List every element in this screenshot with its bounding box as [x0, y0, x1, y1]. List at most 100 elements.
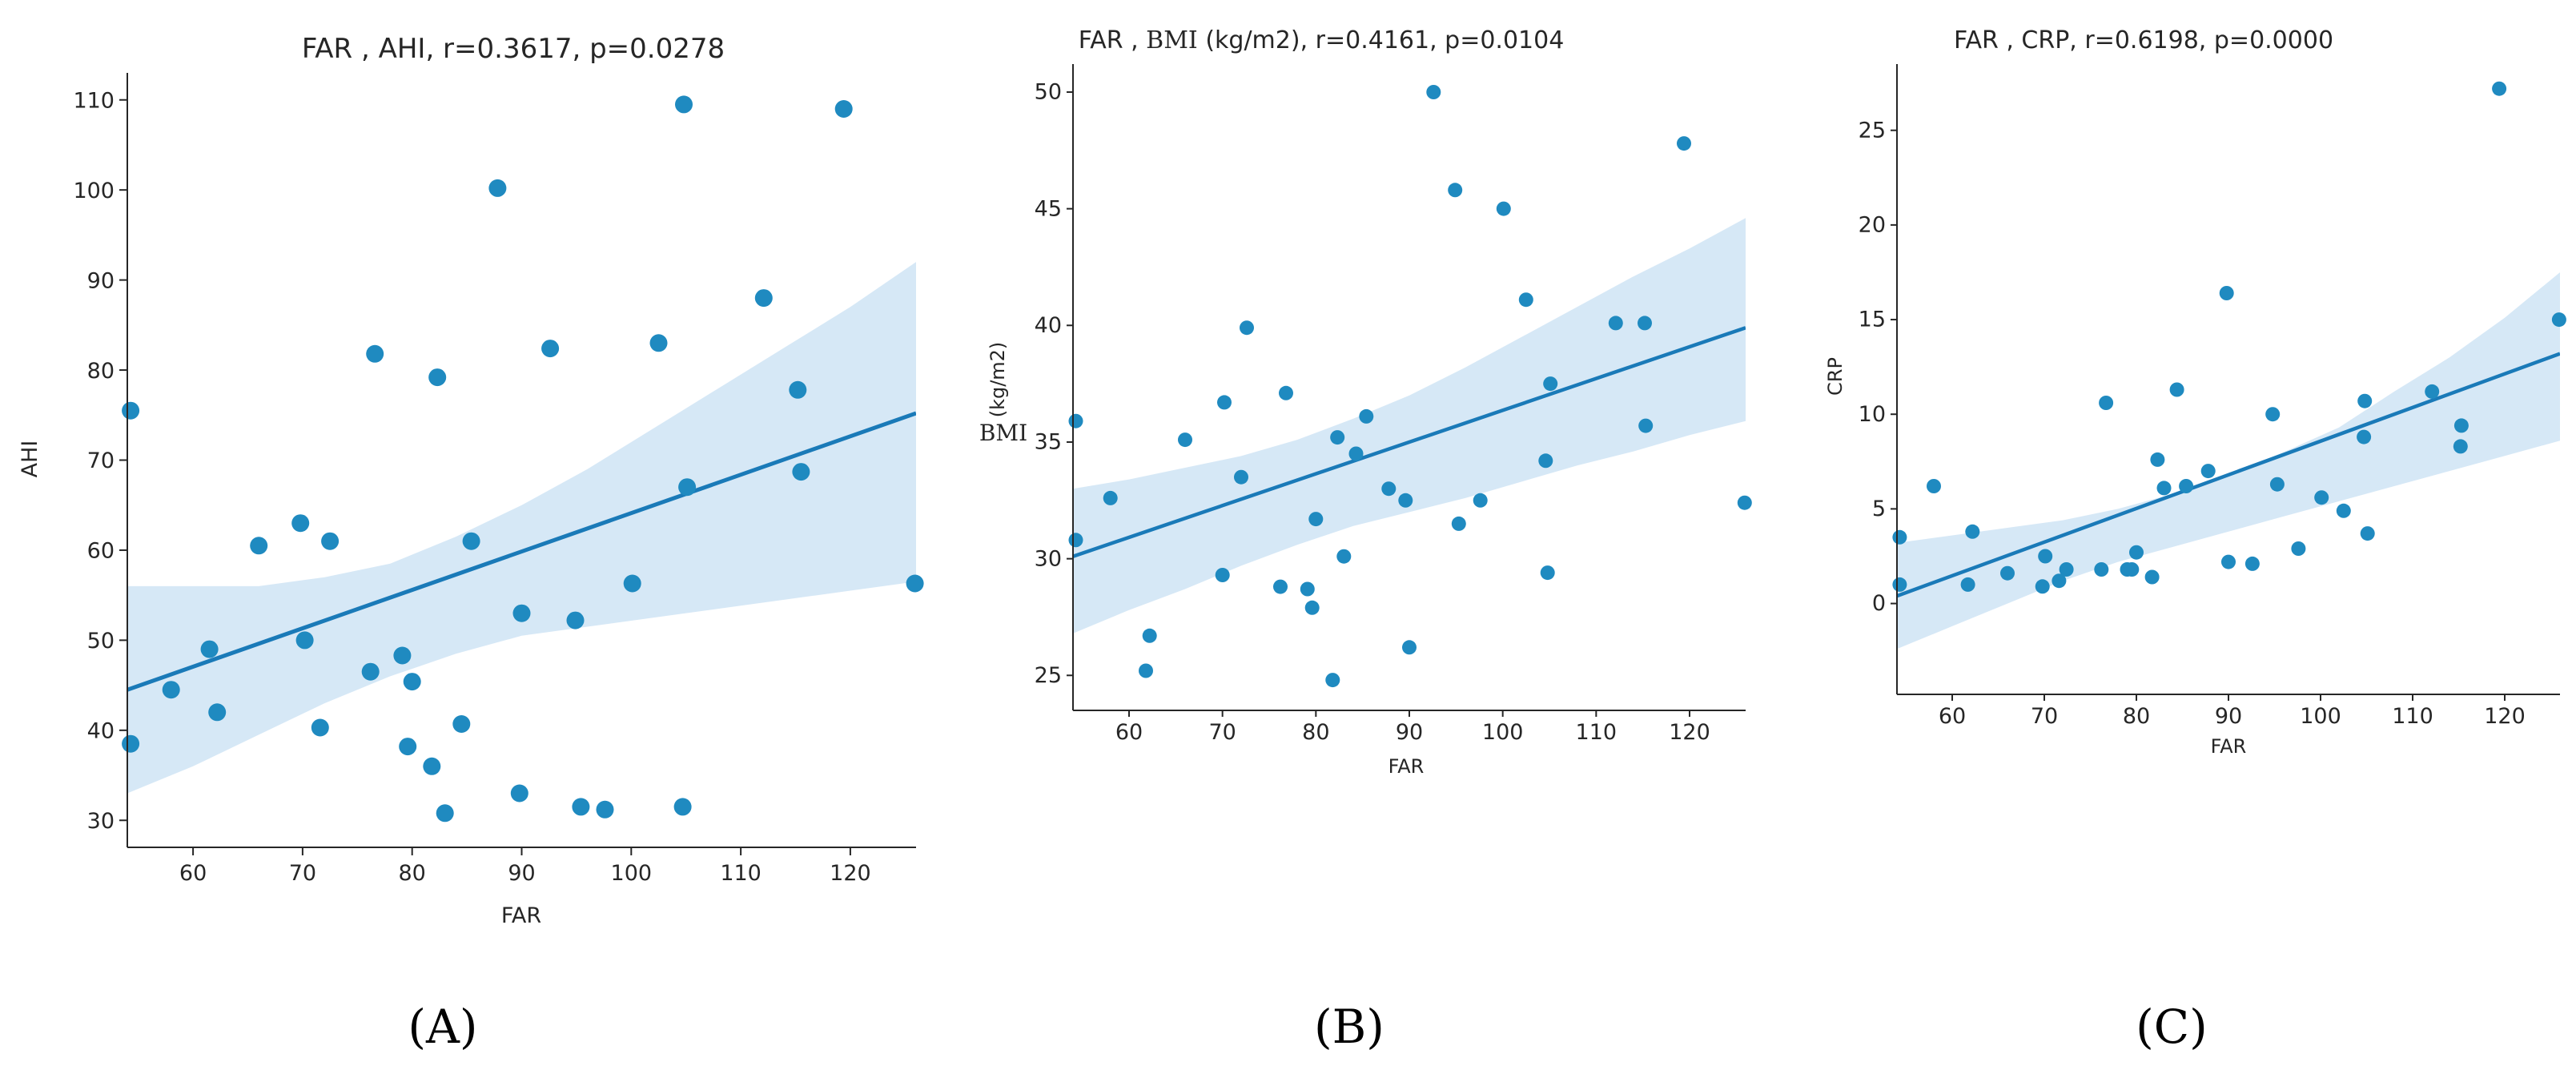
chart-b-point [1215, 568, 1230, 582]
chart-c-point [2244, 556, 2260, 571]
chart-b-x-axis-label: FAR [1388, 755, 1425, 778]
chart-a-y-tick-label: 60 [87, 539, 115, 564]
chart-b-x-tick-label: 70 [1208, 720, 1236, 745]
chart-c-point [2150, 452, 2165, 467]
chart-c-y-tick-label: 25 [1859, 118, 1886, 143]
chart-a-point [566, 611, 585, 630]
chart-b-point [1273, 579, 1288, 594]
chart-c-point [2453, 439, 2468, 454]
chart-b-y-axis-label-bmi: BMI [979, 420, 1027, 446]
chart-c-point [2000, 565, 2015, 581]
chart-c-point [2221, 554, 2236, 569]
chart-b-title: FAR , BMI (kg/m2), r=0.4161, p=0.0104 [1079, 26, 1565, 54]
chart-c-x-tick-label: 120 [2484, 704, 2526, 729]
chart-b-point [1496, 201, 1511, 216]
chart-c-point [2551, 312, 2566, 328]
chart-a-point [452, 715, 471, 733]
chart-c-point [2425, 384, 2440, 399]
chart-a-point [488, 179, 507, 197]
chart-c-x-tick-label: 80 [2123, 704, 2150, 729]
panel-b-chart: FAR , BMI (kg/m2), r=0.4161, p=0.0104 60… [979, 26, 1752, 1054]
chart-b-point [1426, 85, 1441, 99]
chart-c-regression-line [1897, 352, 2560, 598]
chart-b-x-tick-label: 80 [1302, 720, 1329, 745]
chart-c-point [2357, 429, 2372, 444]
chart-a-point [208, 703, 227, 722]
chart-c-x-tick-label: 100 [2300, 704, 2341, 729]
chart-c-point [2129, 545, 2144, 560]
chart-a-point [200, 640, 219, 658]
chart-b-x-tick-label: 120 [1669, 720, 1710, 745]
chart-a-point [250, 537, 268, 555]
chart-b-point [1540, 565, 1555, 581]
chart-a-y-tick-label: 80 [87, 359, 115, 384]
chart-c-confidence-band [1897, 272, 2560, 650]
chart-b-point [1234, 469, 1248, 485]
chart-a-point [675, 95, 693, 114]
chart-b-point [1240, 320, 1254, 336]
panel-a-chart: FAR , AHI, r=0.3617, p=0.0278 60 70 80 90 10… [18, 33, 924, 1054]
chart-b-y-tick-label: 40 [1035, 313, 1062, 338]
chart-c-y-tick-label: 10 [1859, 402, 1886, 427]
chart-b-point [1308, 512, 1324, 527]
chart-a-point [906, 574, 924, 593]
chart-a-x-tick-label: 60 [179, 861, 207, 886]
chart-b-y-tick-label: 45 [1035, 196, 1062, 221]
chart-a-point [678, 478, 697, 497]
chart-b-x-tick-label: 60 [1115, 720, 1143, 745]
chart-c-title: FAR , CRP, r=0.6198, p=0.0000 [1954, 26, 2333, 54]
chart-c-x-axis-label: FAR [2211, 735, 2247, 758]
chart-b-y-tick-label: 30 [1035, 546, 1062, 571]
chart-a-point [510, 784, 528, 802]
chart-a-x-tick-label: 100 [611, 861, 653, 886]
chart-a-point [541, 340, 560, 358]
chart-a-y-tick-label: 30 [87, 809, 115, 834]
chart-b-regression-line [1073, 326, 1746, 558]
chart-a-point [428, 368, 447, 387]
chart-a-point [366, 344, 384, 363]
chart-b-point [1543, 376, 1558, 392]
chart-c-point [2059, 562, 2074, 577]
chart-a-point [162, 681, 180, 699]
chart-c-plot-area: 60 70 80 90 100 110 120 0 5 10 15 20 25 [1859, 64, 2566, 729]
chart-c-y-tick-label: 5 [1872, 497, 1886, 521]
chart-b-point [1381, 481, 1397, 497]
chart-a-point [754, 289, 773, 308]
chart-c-x-tick-label: 110 [2392, 704, 2433, 729]
chart-a-point [789, 380, 807, 399]
chart-b-point [1330, 430, 1345, 445]
chart-c-point [2219, 286, 2234, 300]
chart-c-point [1927, 479, 1941, 493]
chart-c-y-tick-label: 0 [1872, 591, 1886, 616]
chart-a-y-tick-label: 50 [87, 629, 115, 654]
panel-c-label: (C) [2136, 1000, 2208, 1054]
chart-c-point [1965, 524, 1980, 539]
chart-c-point [2269, 477, 2285, 492]
chart-b-y-axis-label-unit: (kg/m2) [987, 342, 1009, 418]
chart-a-point [311, 718, 329, 737]
chart-a-point [295, 631, 314, 650]
chart-b-point [1737, 495, 1752, 510]
chart-b-point [1348, 446, 1364, 461]
chart-c-point [2035, 579, 2050, 594]
chart-a-plot-area: 60 70 80 90 100 110 120 30 40 50 60 70 80 90 100 110 [73, 73, 924, 886]
chart-c-x-tick-label: 70 [2031, 704, 2058, 729]
chart-b-point [1473, 493, 1488, 508]
chart-b-point [1300, 581, 1315, 597]
chart-c-point [2094, 562, 2109, 577]
chart-b-point [1279, 385, 1293, 400]
chart-a-point [122, 734, 140, 753]
panel-b-label: (B) [1314, 1000, 1384, 1054]
chart-a-title: FAR , AHI, r=0.3617, p=0.0278 [302, 33, 725, 65]
chart-c-point [1892, 529, 1907, 545]
chart-b-point [1336, 549, 1352, 564]
chart-a-point [393, 646, 412, 665]
chart-c-y-tick-label: 20 [1859, 213, 1886, 238]
chart-a-point [792, 463, 810, 481]
chart-a-point [512, 604, 531, 622]
chart-b-point [1448, 183, 1463, 198]
chart-a-point [403, 673, 421, 691]
chart-a-point [649, 334, 668, 352]
chart-b-point [1359, 408, 1374, 424]
panel-a-label-text: (A) [408, 1000, 477, 1054]
